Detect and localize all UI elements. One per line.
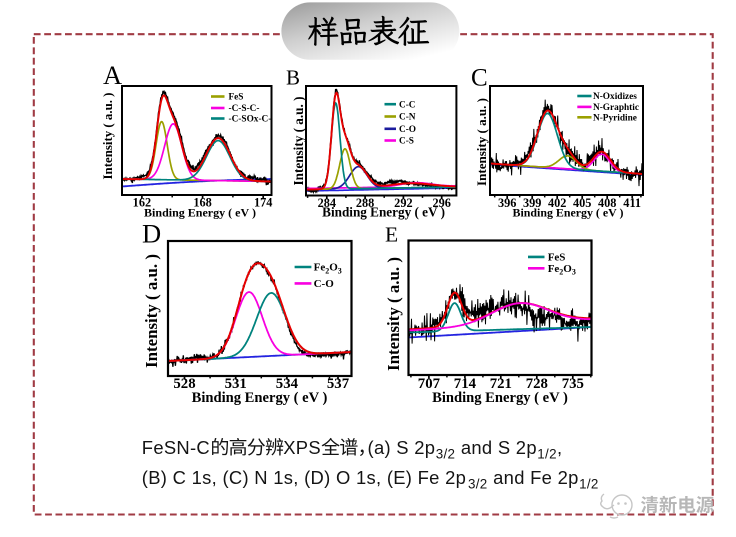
svg-text:D: D bbox=[142, 219, 161, 249]
svg-text:N-Oxidizes: N-Oxidizes bbox=[593, 92, 637, 102]
svg-text:174: 174 bbox=[254, 195, 272, 209]
svg-text:534: 534 bbox=[276, 376, 299, 392]
svg-text:C-S: C-S bbox=[399, 137, 414, 147]
svg-text:531: 531 bbox=[225, 376, 247, 392]
svg-text:Binding Energy ( eV ): Binding Energy ( eV ) bbox=[513, 206, 624, 220]
svg-text:1/2: 1/2 bbox=[579, 476, 599, 491]
svg-text:(B) C 1s, (C) N 1s, (D) O 1s,: (B) C 1s, (C) N 1s, (D) O 1s, (E) Fe 2p bbox=[142, 467, 466, 488]
svg-text:FeSN-C: FeSN-C bbox=[142, 437, 210, 458]
svg-text:,: , bbox=[557, 437, 562, 458]
svg-text:721: 721 bbox=[490, 376, 512, 392]
svg-text:714: 714 bbox=[454, 376, 477, 392]
svg-text:A: A bbox=[103, 60, 122, 90]
svg-text:-C-SOx-C-: -C-SOx-C- bbox=[229, 115, 272, 125]
svg-text:405: 405 bbox=[573, 196, 591, 210]
svg-text:399: 399 bbox=[523, 196, 541, 210]
svg-text:Fe2O3: Fe2O3 bbox=[314, 262, 342, 276]
svg-text:402: 402 bbox=[548, 196, 566, 210]
svg-text:Intensity ( a.u. ): Intensity ( a.u. ) bbox=[101, 93, 115, 180]
svg-text:408: 408 bbox=[598, 196, 616, 210]
svg-text:168: 168 bbox=[193, 195, 211, 209]
svg-text:162: 162 bbox=[133, 195, 151, 209]
svg-text:Intensity ( a.u. ): Intensity ( a.u. ) bbox=[291, 97, 306, 186]
svg-text:C: C bbox=[471, 65, 488, 92]
svg-text:N-Pyridine: N-Pyridine bbox=[593, 114, 637, 124]
svg-text:Intensity ( a.u. ): Intensity ( a.u. ) bbox=[384, 257, 403, 371]
svg-text:and S 2p: and S 2p bbox=[461, 437, 537, 458]
svg-text:Fe2O3: Fe2O3 bbox=[548, 263, 576, 277]
svg-text:FeS: FeS bbox=[548, 252, 566, 264]
svg-text:FeS: FeS bbox=[229, 93, 244, 103]
svg-text:Binding Energy ( eV ): Binding Energy ( eV ) bbox=[322, 205, 445, 220]
svg-text:C-O: C-O bbox=[399, 125, 416, 135]
svg-text:1/2: 1/2 bbox=[537, 447, 557, 462]
svg-text:(a) S 2p: (a) S 2p bbox=[368, 437, 436, 458]
svg-text:Binding Energy ( eV ): Binding Energy ( eV ) bbox=[432, 390, 568, 406]
svg-text:-C-S-C-: -C-S-C- bbox=[229, 104, 260, 114]
svg-text:707: 707 bbox=[418, 376, 441, 392]
svg-text:N-Graphtic: N-Graphtic bbox=[593, 103, 639, 113]
svg-text:E: E bbox=[385, 223, 398, 247]
svg-text:C-O: C-O bbox=[314, 278, 335, 290]
svg-text:411: 411 bbox=[623, 196, 641, 210]
svg-text:Binding Energy ( eV ): Binding Energy ( eV ) bbox=[144, 206, 256, 220]
svg-text:292: 292 bbox=[394, 196, 412, 210]
svg-text:284: 284 bbox=[318, 196, 336, 210]
svg-text:3/2: 3/2 bbox=[468, 476, 488, 491]
svg-text:XPS: XPS bbox=[283, 437, 321, 458]
svg-text:Binding Energy ( eV ): Binding Energy ( eV ) bbox=[192, 390, 328, 406]
svg-text:396: 396 bbox=[498, 196, 516, 210]
svg-text:C-C: C-C bbox=[399, 100, 416, 110]
svg-text:Intensity ( a.u. ): Intensity ( a.u. ) bbox=[474, 98, 489, 186]
svg-text:728: 728 bbox=[526, 376, 548, 392]
svg-text:B: B bbox=[286, 66, 300, 90]
svg-text:528: 528 bbox=[173, 376, 195, 392]
svg-text:and Fe 2p: and Fe 2p bbox=[493, 467, 579, 488]
svg-text:3/2: 3/2 bbox=[436, 447, 456, 462]
svg-text:296: 296 bbox=[432, 196, 450, 210]
svg-text:537: 537 bbox=[327, 376, 350, 392]
svg-text:735: 735 bbox=[562, 376, 584, 392]
svg-text:288: 288 bbox=[356, 196, 374, 210]
svg-text:C-N: C-N bbox=[399, 113, 416, 123]
svg-text:Intensity ( a.u. ): Intensity ( a.u. ) bbox=[142, 254, 161, 368]
